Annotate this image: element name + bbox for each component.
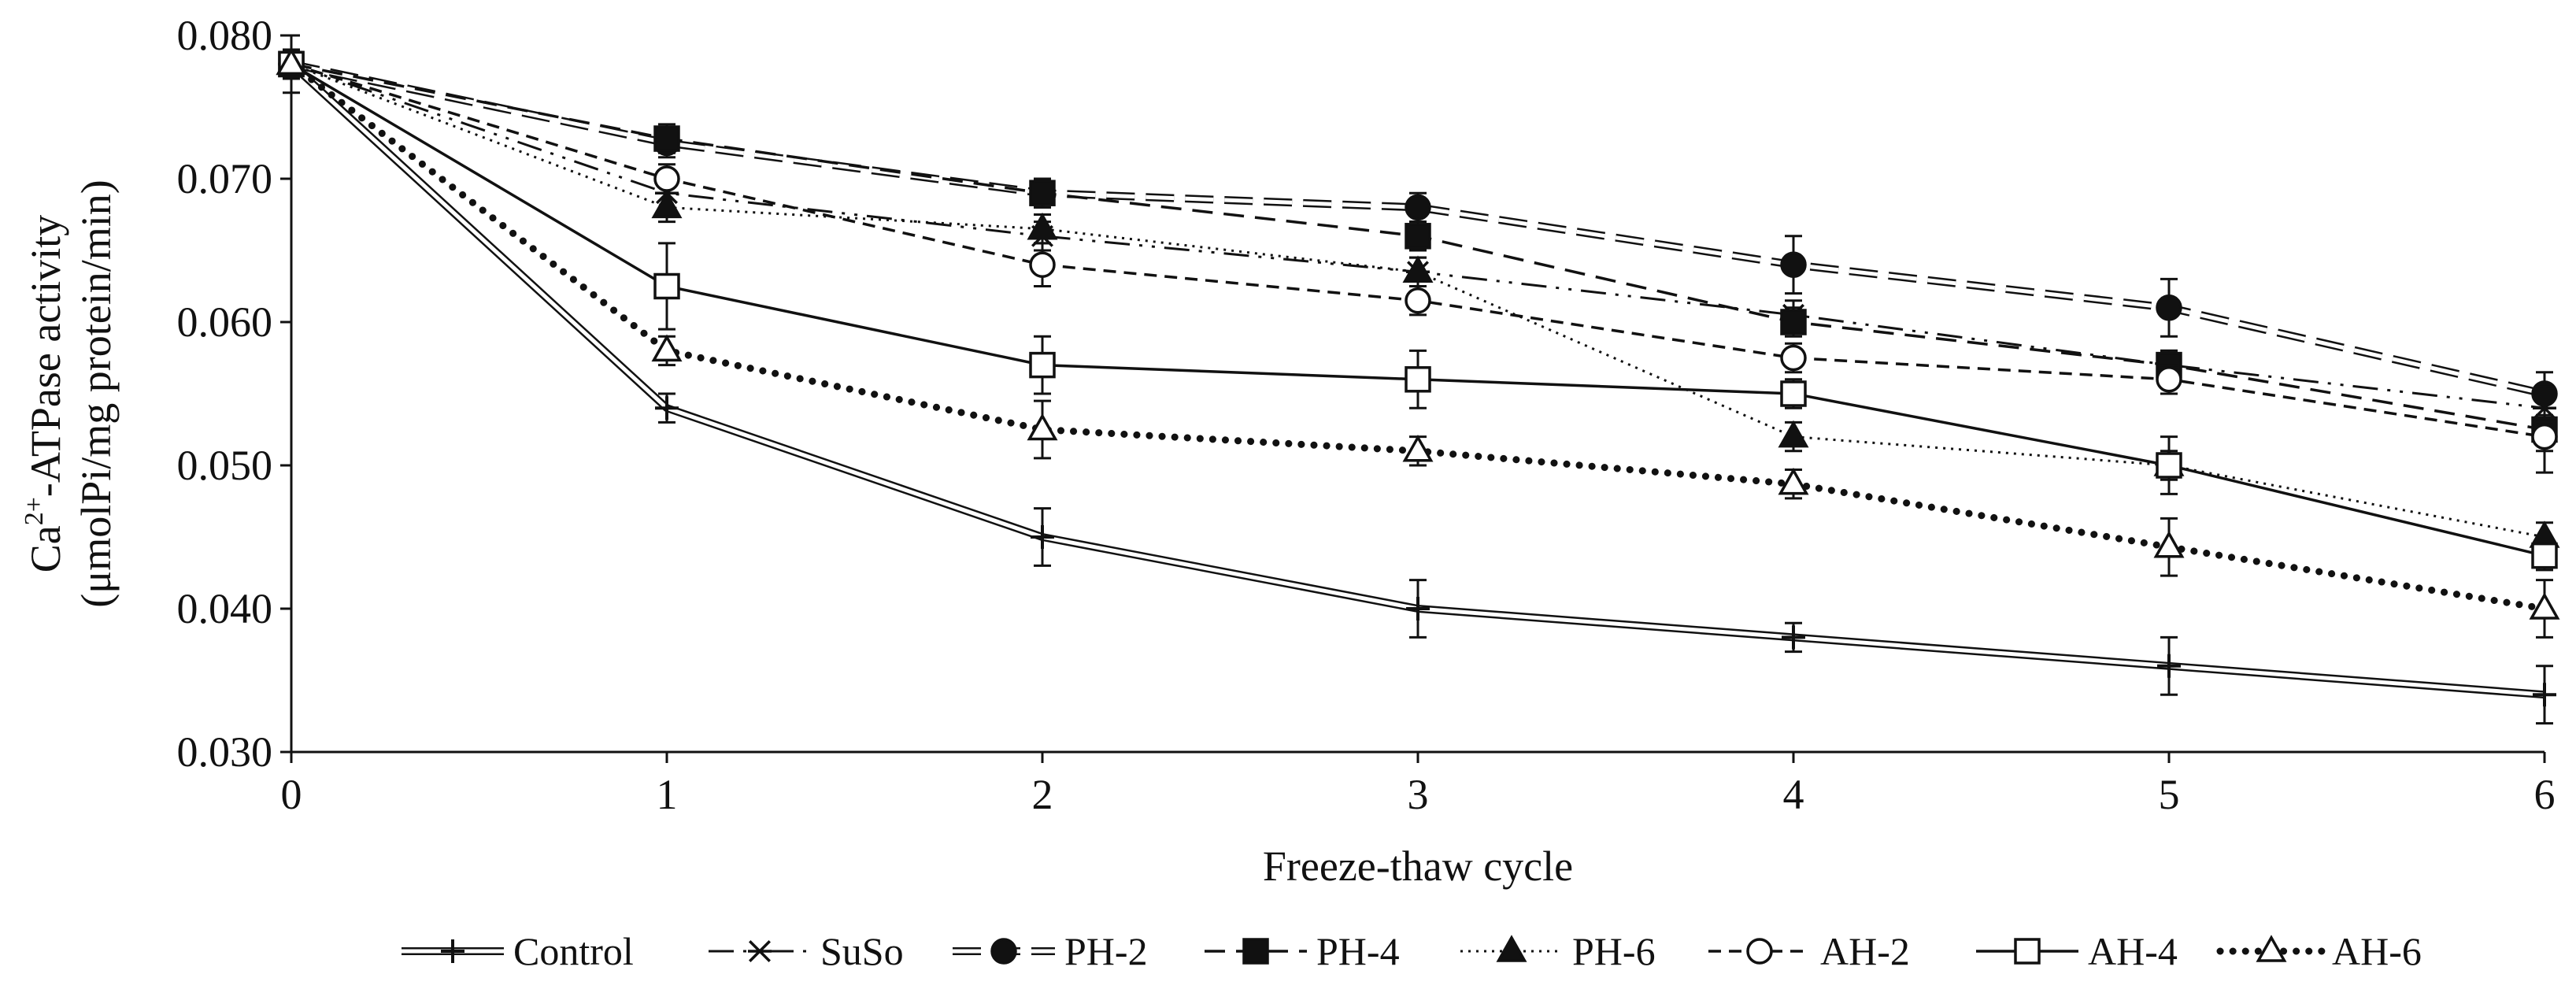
x-tick-label: 6 xyxy=(2534,771,2556,818)
legend-item-ph-6: PH-6 xyxy=(1460,929,1656,973)
x-tick-label: 1 xyxy=(657,771,678,818)
data-point-ah-6 xyxy=(2529,592,2560,620)
y-tick-label: 0.060 xyxy=(177,298,273,346)
data-point-ph-6 xyxy=(1778,420,1809,448)
data-point-ah-2 xyxy=(653,165,680,192)
data-point-ah-6 xyxy=(276,47,307,76)
data-point-ah-2 xyxy=(1780,344,1807,372)
series-ph-6 xyxy=(276,47,2560,553)
data-point-ah-4 xyxy=(1029,351,1056,379)
series-layer xyxy=(276,34,2560,725)
y-axis-title-suffix: -ATPase activity xyxy=(22,215,69,497)
data-point-ah-4 xyxy=(2156,452,2182,479)
x-axis-title: Freeze-thaw cycle xyxy=(1263,843,1573,890)
plot-area: 0.030 0.040 0.050 0.060 0.070 0.080 0 1 2 3 4 5 6 xyxy=(177,12,2560,818)
legend-marker-ah-4 xyxy=(2014,938,2041,965)
legend-item-ph-2: PH-2 xyxy=(953,929,1148,973)
legend-item-suso: SuSo xyxy=(709,929,904,973)
legend-item-control: Control xyxy=(402,929,634,973)
data-point-ph-2 xyxy=(1780,251,1807,278)
legend-label-control: Control xyxy=(513,929,634,973)
data-point-control xyxy=(655,396,679,420)
data-point-ah-4 xyxy=(2531,542,2558,569)
legend-item-ah-6: AH-6 xyxy=(2216,929,2422,973)
series-ah-4 xyxy=(278,48,2558,572)
x-tick-label: 3 xyxy=(1408,771,1429,818)
y-axis-title-prefix: Ca xyxy=(22,525,69,572)
data-point-ah-2 xyxy=(1405,287,1431,314)
data-point-control xyxy=(1406,597,1430,620)
y-tick-label: 0.040 xyxy=(177,585,273,632)
y-tick-label: 0.050 xyxy=(177,442,273,489)
y-tick-label: 0.080 xyxy=(177,12,273,59)
legend-label-ph-6: PH-6 xyxy=(1572,929,1656,973)
legend-marker-control xyxy=(441,939,464,963)
legend-label-ph-4: PH-4 xyxy=(1316,929,1400,973)
data-point-ah-6 xyxy=(1402,434,1434,462)
x-tick-label: 4 xyxy=(1783,771,1804,818)
x-tick-label: 5 xyxy=(2159,771,2180,818)
data-point-ah-6 xyxy=(1778,467,1809,495)
data-point-ah-6 xyxy=(651,334,683,362)
legend-marker-ph-6 xyxy=(1496,935,1527,962)
data-point-control xyxy=(2157,654,2181,678)
x-axis-ticks: 0 1 2 3 4 5 6 xyxy=(281,752,2556,818)
legend-marker-ph-2 xyxy=(990,938,1017,965)
legend-marker-suso xyxy=(748,940,772,962)
data-point-ph-4 xyxy=(1405,223,1431,250)
data-point-ph-4 xyxy=(1780,309,1807,335)
y-axis-ticks: 0.030 0.040 0.050 0.060 0.070 0.080 xyxy=(177,12,291,776)
legend-label-ph-2: PH-2 xyxy=(1064,929,1148,973)
x-tick-label: 2 xyxy=(1032,771,1053,818)
legend-label-ah-4: AH-4 xyxy=(2088,929,2178,973)
data-point-ah-6 xyxy=(1027,413,1058,441)
data-point-ph-4 xyxy=(653,125,680,152)
legend-label-ah-2: AH-2 xyxy=(1820,929,1910,973)
legend-item-ah-2: AH-2 xyxy=(1708,929,1910,973)
y-axis-title-superscript: 2+ xyxy=(20,497,49,525)
data-point-ah-2 xyxy=(2156,366,2182,393)
series-line-ah-6 xyxy=(287,60,2548,613)
data-point-ah-2 xyxy=(2531,423,2558,450)
y-axis-title-line-2: (μmolPi/mg protein/min) xyxy=(72,180,120,607)
legend-marker-ah-2 xyxy=(1746,938,1773,965)
series-ah-6 xyxy=(276,47,2560,639)
data-point-ph-6 xyxy=(651,191,683,219)
x-tick-label: 0 xyxy=(281,771,302,818)
y-axis-title: Ca2+-ATPase activity (μmolPi/mg protein/… xyxy=(20,180,120,607)
y-tick-label: 0.070 xyxy=(177,155,273,202)
legend-label-suso: SuSo xyxy=(820,929,904,973)
data-point-ph-6 xyxy=(1027,212,1058,240)
data-point-ph-6 xyxy=(1402,255,1434,283)
data-point-ah-6 xyxy=(2153,530,2185,558)
y-tick-label: 0.030 xyxy=(177,728,273,776)
data-point-ph-2 xyxy=(1405,194,1431,221)
data-point-ph-4 xyxy=(1029,180,1056,206)
data-point-ah-4 xyxy=(1780,380,1807,407)
legend-label-ah-6: AH-6 xyxy=(2332,929,2422,973)
legend-marker-ah-6 xyxy=(2256,935,2287,962)
data-point-ah-4 xyxy=(653,272,680,300)
legend-item-ph-4: PH-4 xyxy=(1205,929,1400,973)
data-point-ah-2 xyxy=(1029,251,1056,278)
legend: Control SuSo PH-2 PH-4 PH-6 AH-2 AH-4 AH-6 xyxy=(402,929,2422,973)
data-point-control xyxy=(1782,625,1805,650)
y-axis-title-line-1: Ca2+-ATPase activity xyxy=(20,215,69,573)
data-point-ph-2 xyxy=(2156,294,2182,321)
legend-item-ah-4: AH-4 xyxy=(1976,929,2178,973)
legend-marker-ph-4 xyxy=(1242,938,1269,965)
data-point-ah-4 xyxy=(1405,366,1431,393)
data-point-control xyxy=(1031,525,1054,549)
data-point-control xyxy=(2533,683,2556,707)
